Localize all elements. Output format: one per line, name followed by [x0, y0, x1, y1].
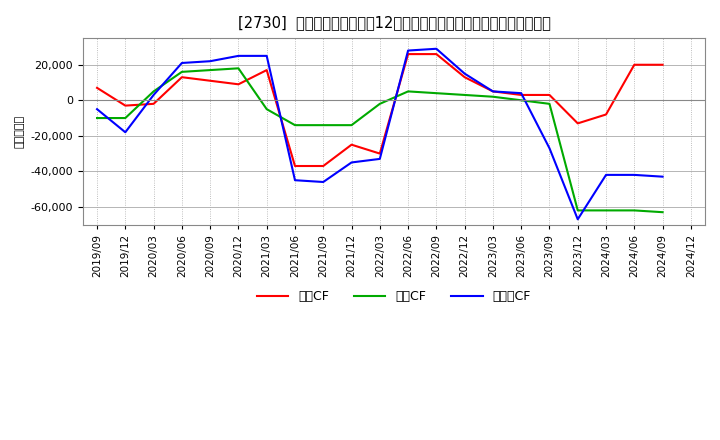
営業CF — [347, 142, 356, 147]
営業CF — [262, 67, 271, 73]
フリーCF — [262, 53, 271, 59]
フリーCF — [432, 46, 441, 51]
フリーCF — [658, 174, 667, 180]
Line: 営業CF: 営業CF — [97, 54, 662, 166]
営業CF — [460, 74, 469, 80]
投賄CF — [93, 115, 102, 121]
営業CF — [234, 82, 243, 87]
投賄CF — [347, 122, 356, 128]
投賄CF — [262, 106, 271, 112]
Title: [2730]  キャッシュフローの12か月移動合計の対前年同期増減額の推移: [2730] キャッシュフローの12か月移動合計の対前年同期増減額の推移 — [238, 15, 550, 30]
営業CF — [206, 78, 215, 84]
フリーCF — [93, 106, 102, 112]
投賄CF — [291, 122, 300, 128]
フリーCF — [149, 92, 158, 98]
営業CF — [489, 89, 498, 94]
投賄CF — [460, 92, 469, 98]
投賄CF — [234, 66, 243, 71]
営業CF — [432, 51, 441, 57]
フリーCF — [517, 91, 526, 96]
フリーCF — [121, 130, 130, 135]
営業CF — [545, 92, 554, 98]
フリーCF — [573, 216, 582, 222]
営業CF — [517, 92, 526, 98]
フリーCF — [178, 60, 186, 66]
営業CF — [291, 163, 300, 169]
営業CF — [121, 103, 130, 108]
フリーCF — [602, 172, 611, 177]
投賄CF — [602, 208, 611, 213]
フリーCF — [376, 156, 384, 161]
フリーCF — [234, 53, 243, 59]
営業CF — [376, 151, 384, 156]
投賄CF — [376, 101, 384, 106]
営業CF — [404, 51, 413, 57]
フリーCF — [291, 178, 300, 183]
投賄CF — [545, 101, 554, 106]
Legend: 営業CF, 投賄CF, フリーCF: 営業CF, 投賄CF, フリーCF — [252, 285, 536, 308]
投賄CF — [206, 67, 215, 73]
投賄CF — [489, 94, 498, 99]
営業CF — [658, 62, 667, 67]
営業CF — [149, 101, 158, 106]
フリーCF — [404, 48, 413, 53]
フリーCF — [630, 172, 639, 177]
投賄CF — [319, 122, 328, 128]
フリーCF — [347, 160, 356, 165]
投賄CF — [517, 98, 526, 103]
フリーCF — [460, 71, 469, 76]
投賄CF — [432, 91, 441, 96]
営業CF — [178, 74, 186, 80]
フリーCF — [319, 180, 328, 185]
フリーCF — [206, 59, 215, 64]
営業CF — [93, 85, 102, 91]
投賄CF — [404, 89, 413, 94]
投賄CF — [658, 209, 667, 215]
投賄CF — [178, 69, 186, 74]
営業CF — [602, 112, 611, 117]
投賄CF — [149, 89, 158, 94]
投賄CF — [573, 208, 582, 213]
Line: 投賄CF: 投賄CF — [97, 68, 662, 212]
投賄CF — [630, 208, 639, 213]
投賄CF — [121, 115, 130, 121]
Y-axis label: （百万円）: （百万円） — [15, 115, 25, 148]
Line: フリーCF: フリーCF — [97, 49, 662, 219]
フリーCF — [545, 146, 554, 151]
営業CF — [319, 163, 328, 169]
営業CF — [630, 62, 639, 67]
フリーCF — [489, 89, 498, 94]
営業CF — [573, 121, 582, 126]
